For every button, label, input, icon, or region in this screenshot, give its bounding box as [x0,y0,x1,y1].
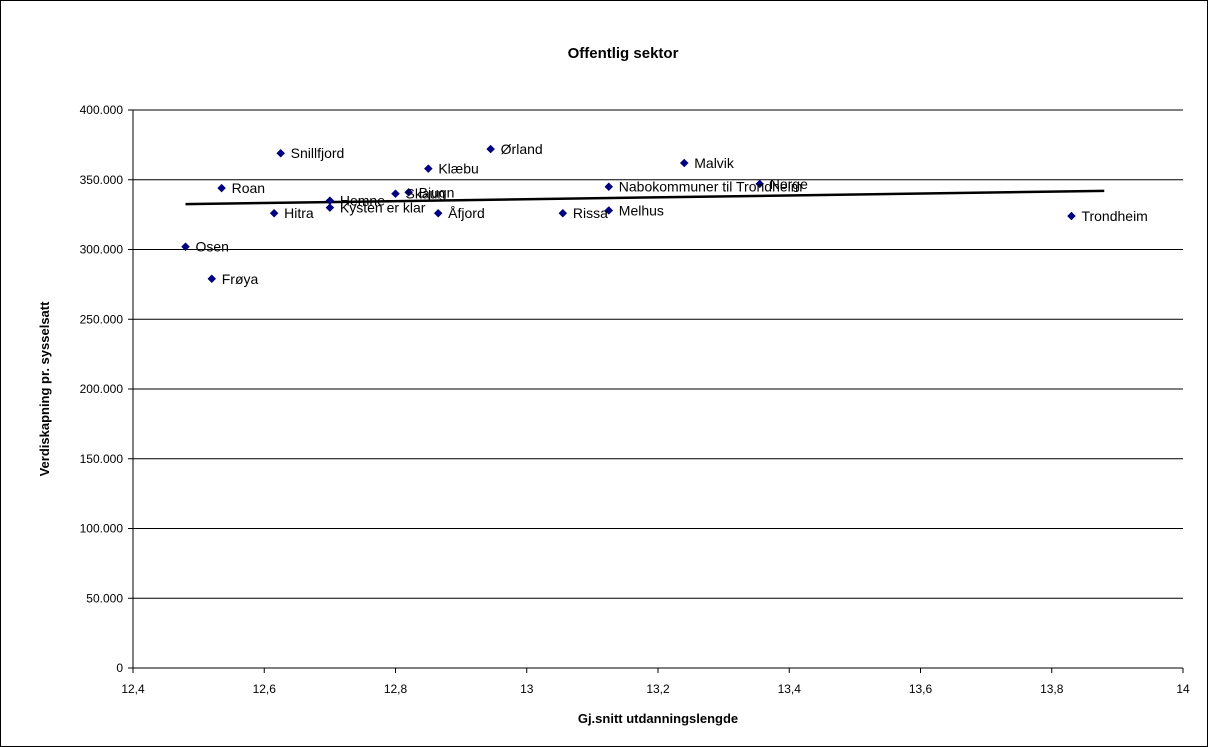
x-tick-label: 12,6 [253,682,277,696]
x-tick-label: 14 [1176,682,1190,696]
data-point [423,164,433,173]
point-label: Skaun [406,186,446,202]
data-point [679,158,689,168]
data-point [1067,211,1076,221]
point-label: Åfjord [448,205,485,221]
data-point [755,179,765,189]
point-label: Rissa [573,205,608,221]
axes [128,109,1184,673]
point-label: Frøya [222,271,259,287]
x-tick-label: 12,8 [384,682,408,696]
data-point [486,144,496,154]
y-tick-label: 350.000 [80,173,124,187]
chart-title: Offentlig sektor [568,45,679,62]
trendline-group [185,189,1105,206]
point-label: Malvik [694,155,735,171]
x-tick-label: 13 [520,682,534,696]
data-point [558,208,568,218]
y-tick-labels: 0 50.000 100.000 150.000 200.000 250.000 300.0… [80,103,124,675]
point-label: Snillfjord [291,145,345,161]
point-label: Osen [196,239,229,255]
data-point [325,203,335,213]
x-tick-label: 12,4 [121,682,145,696]
y-tick-label: 50.000 [86,591,123,605]
point-label: Trondheim [1081,208,1147,224]
point-label: Hitra [284,205,314,221]
data-point [207,274,217,284]
y-tick-label: 150.000 [80,452,124,466]
data-point [404,187,413,197]
point-label: Bjugn [419,184,455,200]
y-tick-label: 400.000 [80,103,124,117]
x-tick-label: 13,6 [909,682,933,696]
point-label: Kysten er klar [340,200,426,216]
data-point [604,182,614,192]
y-tick-label: 250.000 [80,312,124,326]
data-points [181,144,1076,284]
gridlines [133,109,1183,599]
x-tick-label: 13,4 [778,682,802,696]
data-point [604,206,614,215]
point-label: Melhus [619,202,664,218]
x-tick-label: 13,2 [646,682,670,696]
data-point [269,208,279,218]
data-point [276,148,286,158]
y-tick-label: 0 [116,661,123,675]
point-label: Nabokommuner til Trondheim [619,179,803,195]
y-tick-label: 300.000 [80,243,124,257]
y-axis-title: Verdiskapning pr. sysselsatt [37,301,52,477]
point-label: Klæbu [438,161,478,177]
point-label: Ørland [501,141,543,157]
y-tick-label: 200.000 [80,382,124,396]
point-label: Roan [232,180,265,196]
data-point [391,189,400,199]
data-point [217,183,226,193]
x-axis-title: Gj.snitt utdanningslengde [578,711,738,726]
y-tick-label: 100.000 [80,522,124,536]
point-label: Norge [770,176,808,192]
data-point [433,208,443,218]
x-tick-label: 13,8 [1040,682,1064,696]
data-point [181,242,190,252]
point-label: Hemne [340,193,385,209]
trendline [185,189,1105,206]
x-tick-labels: 12,4 12,6 12,8 13 13,2 13,4 13,6 13,8 14 [121,682,1190,696]
point-labels: Osen Frøya Roan Hitra Snillfjord HemneKysten … [196,141,1148,287]
